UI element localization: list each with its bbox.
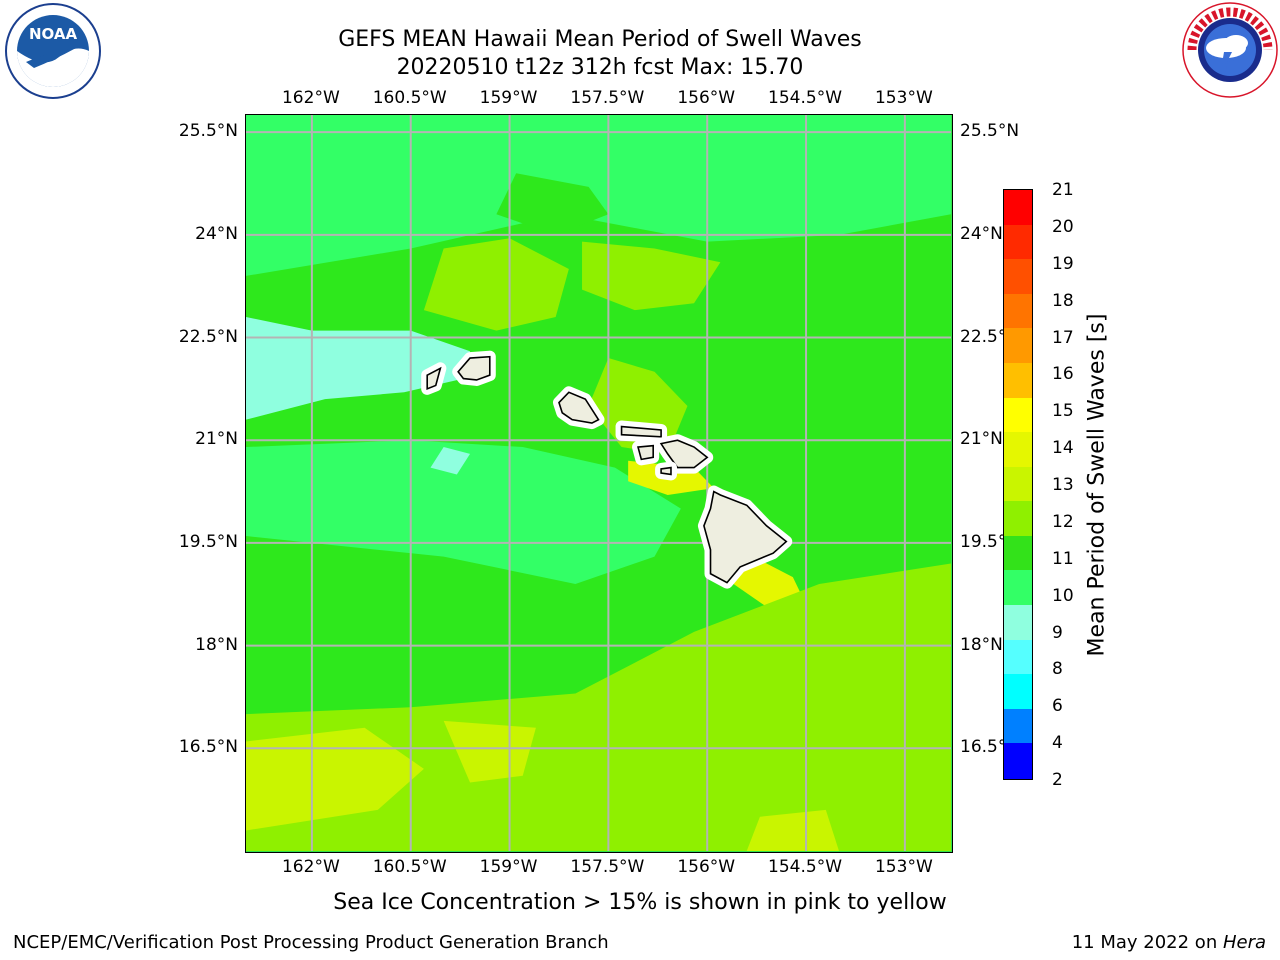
colorbar-swatch-16 [1004, 743, 1032, 779]
colorbar-label: Mean Period of Swell Waves [s] [1084, 313, 1110, 657]
colorbar-swatch-7 [1004, 432, 1032, 468]
colorbar-tick-15: 4 [1052, 733, 1063, 754]
patch-11-north [496, 173, 609, 235]
map-field [246, 115, 951, 851]
colorbar-tick-4: 17 [1052, 327, 1074, 348]
colorbar-swatch-9 [1004, 501, 1032, 537]
patch-13-southwest [246, 727, 424, 831]
colorbar-tick-16: 2 [1052, 770, 1063, 790]
colorbar-tick-14: 6 [1052, 696, 1063, 717]
sea-ice-caption: Sea Ice Concentration > 15% is shown in … [333, 890, 947, 915]
footer-host: Hera [1222, 932, 1266, 953]
lon-tick-bottom-4: 156°W [677, 857, 736, 877]
lat-tick-left-3: 21°N [195, 429, 238, 450]
colorbar-swatch-6 [1004, 397, 1032, 434]
lon-tick-top-4: 156°W [677, 88, 736, 108]
colorbar-swatch-3 [1004, 293, 1032, 330]
swell-period-field [246, 115, 951, 851]
footer-date: 11 May 2022 on Hera [1072, 932, 1266, 953]
lat-tick-left-0: 25.5°N [178, 121, 238, 142]
chart-title-line2: 20220510 t12z 312h fcst Max: 15.70 [396, 55, 804, 80]
colorbar-swatch-11 [1004, 570, 1032, 607]
colorbar-tick-0: 21 [1052, 180, 1074, 200]
band-9-west [246, 316, 471, 420]
colorbar-tick-8: 13 [1052, 475, 1074, 495]
footer-date-text: 11 May 2022 on [1071, 932, 1223, 953]
graticule [246, 115, 951, 851]
lon-tick-top-1: 160.5°W [372, 88, 447, 108]
lat-tick-left-5: 18°N [195, 634, 238, 655]
lat-tick-right-0: 25.5°N [960, 121, 1020, 142]
colorbar-swatch-14 [1004, 674, 1032, 710]
patch-13-south [443, 720, 536, 783]
colorbar-tick-11: 10 [1052, 585, 1074, 606]
colorbar-swatch-0 [1004, 190, 1032, 226]
colorbar-tick-3: 18 [1052, 290, 1074, 311]
colorbar-swatch-15 [1004, 708, 1032, 745]
svg-text:NOAA: NOAA [29, 25, 78, 43]
colorbar-swatch-2 [1004, 259, 1032, 295]
colorbar-swatch-8 [1004, 466, 1032, 503]
colorbar-swatch-13 [1004, 639, 1032, 676]
colorbar-tick-13: 8 [1052, 659, 1063, 680]
colorbar-tick-5: 16 [1052, 364, 1074, 385]
map-panel [245, 114, 953, 853]
lat-tick-right-3: 21°N [960, 429, 1003, 450]
oahu [558, 391, 600, 424]
patch-12-center-north [582, 241, 721, 311]
footer-branch: NCEP/EMC/Verification Post Processing Pr… [13, 932, 609, 953]
maui [659, 439, 709, 469]
colorbar-tick-6: 15 [1052, 401, 1074, 422]
kauai [457, 355, 491, 381]
band-12-south [246, 563, 951, 851]
chart-title-line1: GEFS MEAN Hawaii Mean Period of Swell Wa… [338, 27, 862, 52]
lat-tick-left-1: 24°N [195, 223, 238, 244]
colorbar-swatch-10 [1004, 535, 1032, 572]
lon-tick-bottom-5: 154.5°W [768, 857, 843, 877]
colorbar-tick-2: 19 [1052, 253, 1074, 274]
lat-tick-left-6: 16.5°N [178, 737, 238, 758]
patch-13-southeast [746, 809, 839, 851]
hawaii-big-island [703, 490, 788, 584]
colorbar-swatch-4 [1004, 328, 1032, 364]
patch-9-small [430, 447, 471, 475]
lon-tick-bottom-3: 157.5°W [570, 857, 645, 877]
colorbar-tick-1: 20 [1052, 216, 1074, 237]
lon-tick-top-6: 153°W [874, 88, 933, 108]
lon-tick-bottom-0: 162°W [281, 857, 340, 877]
lon-tick-top-2: 159°W [479, 88, 538, 108]
colorbar-tick-12: 9 [1052, 622, 1063, 643]
lon-tick-bottom-6: 153°W [874, 857, 933, 877]
colorbar-swatch-5 [1004, 362, 1032, 399]
colorbar-swatch-12 [1004, 605, 1032, 641]
colorbar [1003, 189, 1033, 780]
lon-tick-top-0: 162°W [281, 88, 340, 108]
kahoolawe [660, 466, 672, 476]
lat-tick-right-5: 18°N [960, 634, 1003, 655]
colorbar-tick-10: 11 [1052, 548, 1074, 569]
lat-tick-left-4: 19.5°N [178, 531, 238, 552]
nws-logo [1180, 0, 1280, 100]
niihau [426, 366, 442, 391]
colorbar-swatch-1 [1004, 224, 1032, 261]
colorbar-tick-7: 14 [1052, 438, 1074, 459]
band-10-central [246, 440, 681, 584]
lanai [637, 444, 654, 461]
lat-tick-left-2: 22.5°N [178, 326, 238, 347]
lon-tick-bottom-1: 160.5°W [372, 857, 447, 877]
lat-tick-right-1: 24°N [960, 223, 1003, 244]
noaa-logo: NOAA [4, 2, 102, 100]
colorbar-tick-9: 12 [1052, 511, 1074, 532]
patch-12-north [423, 238, 569, 331]
molokai [620, 425, 662, 438]
islands [421, 350, 793, 589]
lon-tick-top-5: 154.5°W [768, 88, 843, 108]
lon-tick-bottom-2: 159°W [479, 857, 538, 877]
lon-tick-top-3: 157.5°W [570, 88, 645, 108]
